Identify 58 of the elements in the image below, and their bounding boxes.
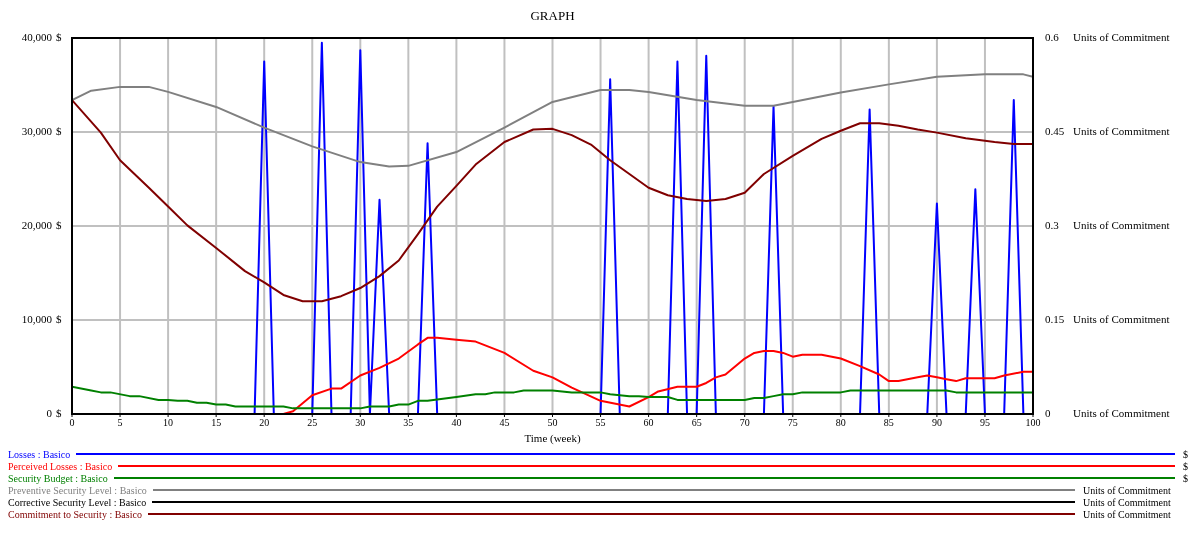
x-tick-label: 55	[595, 417, 606, 429]
x-tick-label: 5	[117, 417, 123, 429]
x-tick-label: 95	[979, 417, 990, 429]
x-tick-label: 30	[355, 417, 366, 429]
x-tick-label: 60	[643, 417, 654, 429]
x-tick-label: 65	[691, 417, 702, 429]
x-tick-label: 85	[883, 417, 894, 429]
y-tick-label: 30,000	[21, 124, 53, 137]
text: Units of Commitment	[1083, 508, 1171, 520]
text: $	[56, 312, 62, 325]
y-tick-label: 40,000	[21, 30, 53, 43]
text: Units of Commitment	[1083, 496, 1171, 508]
x-tick-label: 40	[451, 417, 462, 429]
text: Units of Commitment	[1073, 30, 1170, 43]
y2-tick-label: 0.6	[1045, 30, 1060, 43]
y-tick-label: 10,000	[21, 312, 53, 325]
x-tick-label: 10	[163, 417, 174, 429]
x-tick-label: 0	[69, 417, 75, 429]
x-tick-label: 50	[547, 417, 558, 429]
text: Security Budget : Basico	[8, 472, 108, 484]
x-tick-label: 100	[1025, 417, 1041, 429]
text: $	[1183, 472, 1188, 484]
text: Units of Commitment	[1083, 484, 1171, 496]
text: $	[56, 30, 62, 43]
line-series	[72, 99, 1033, 303]
x-tick-label: 25	[307, 417, 318, 429]
y2-tick-label: 0.3	[1045, 218, 1060, 231]
x-tick-label: 35	[403, 417, 414, 429]
x-tick-label: 75	[787, 417, 798, 429]
text: Commitment to Security : Basico	[8, 508, 142, 520]
text: $	[1183, 448, 1188, 460]
x-tick-label: 90	[931, 417, 942, 429]
y2-tick-label: 0	[1045, 406, 1051, 419]
text: Corrective Security Level : Basico	[8, 496, 147, 508]
x-tick-label: 45	[499, 417, 510, 429]
x-tick-label: 70	[739, 417, 750, 429]
y2-tick-label: 0.15	[1045, 312, 1065, 325]
x-tick-label: 80	[835, 417, 846, 429]
line-series	[72, 385, 1033, 410]
text: Units of Commitment	[1073, 124, 1170, 137]
y-axis-title: $	[56, 406, 62, 419]
y-tick-label: 20,000	[21, 218, 53, 231]
text: $	[56, 218, 62, 231]
x-tick-label: 20	[259, 417, 270, 429]
text: Units of Commitment	[1073, 312, 1170, 325]
text: Preventive Security Level : Basico	[8, 484, 147, 496]
text: $	[1183, 460, 1188, 472]
x-tick-label: 15	[211, 417, 222, 429]
y-tick-label: 0	[46, 406, 53, 419]
line-series	[72, 73, 1033, 168]
chart-title: GRAPH	[529, 8, 576, 25]
text: Losses : Basico	[8, 448, 71, 460]
y2-tick-label: 0.45	[1045, 124, 1065, 137]
text: Perceived Losses : Basico	[8, 460, 113, 472]
y2-axis-title: Units of Commitment	[1073, 406, 1170, 419]
text: Units of Commitment	[1073, 218, 1170, 231]
text: $	[56, 124, 62, 137]
x-axis-title: Time (week)	[524, 432, 581, 445]
